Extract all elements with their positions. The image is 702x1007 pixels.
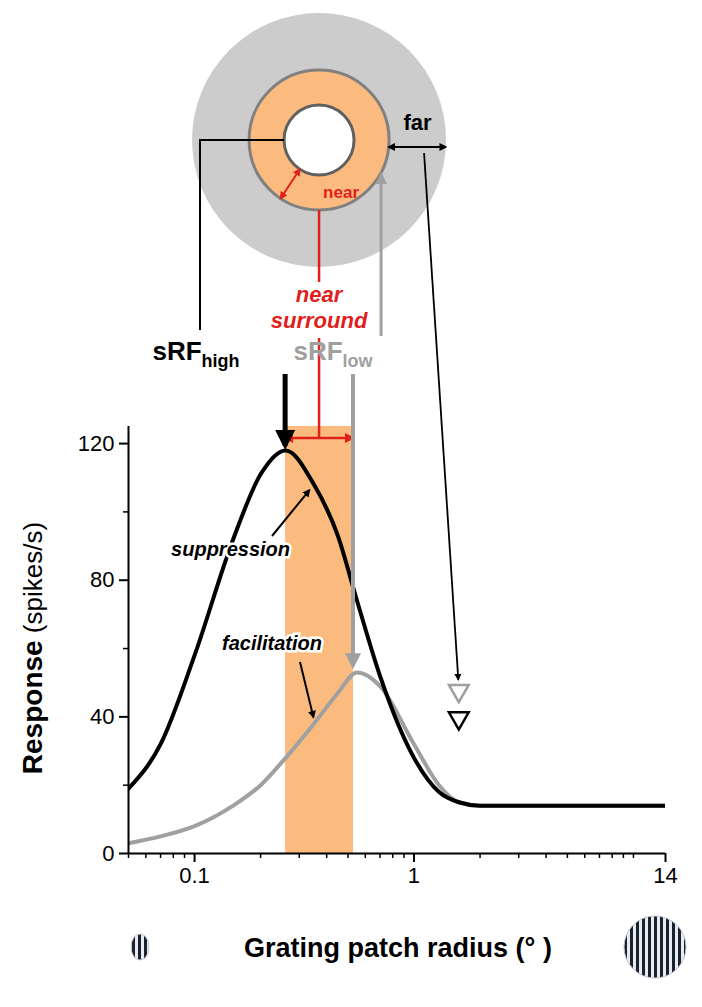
svg-text:0: 0 (102, 841, 114, 866)
svg-text:40: 40 (90, 704, 114, 729)
svg-text:suppression: suppression (171, 538, 290, 560)
svg-text:Grating patch radius (° ): Grating patch radius (° ) (244, 933, 552, 963)
svg-text:far: far (403, 110, 432, 135)
svg-text:14: 14 (653, 863, 677, 888)
svg-text:near: near (323, 183, 359, 202)
svg-text:sRFlow: sRFlow (293, 336, 373, 371)
svg-text:0.1: 0.1 (179, 863, 210, 888)
svg-text:120: 120 (78, 431, 115, 456)
svg-text:Response (spikes/s): Response (spikes/s) (17, 522, 48, 774)
svg-text:facilitation: facilitation (222, 632, 322, 654)
svg-text:80: 80 (90, 567, 114, 592)
svg-text:nearsurround: nearsurround (271, 282, 368, 333)
svg-text:sRFhigh: sRFhigh (152, 336, 239, 371)
svg-text:1: 1 (408, 863, 420, 888)
